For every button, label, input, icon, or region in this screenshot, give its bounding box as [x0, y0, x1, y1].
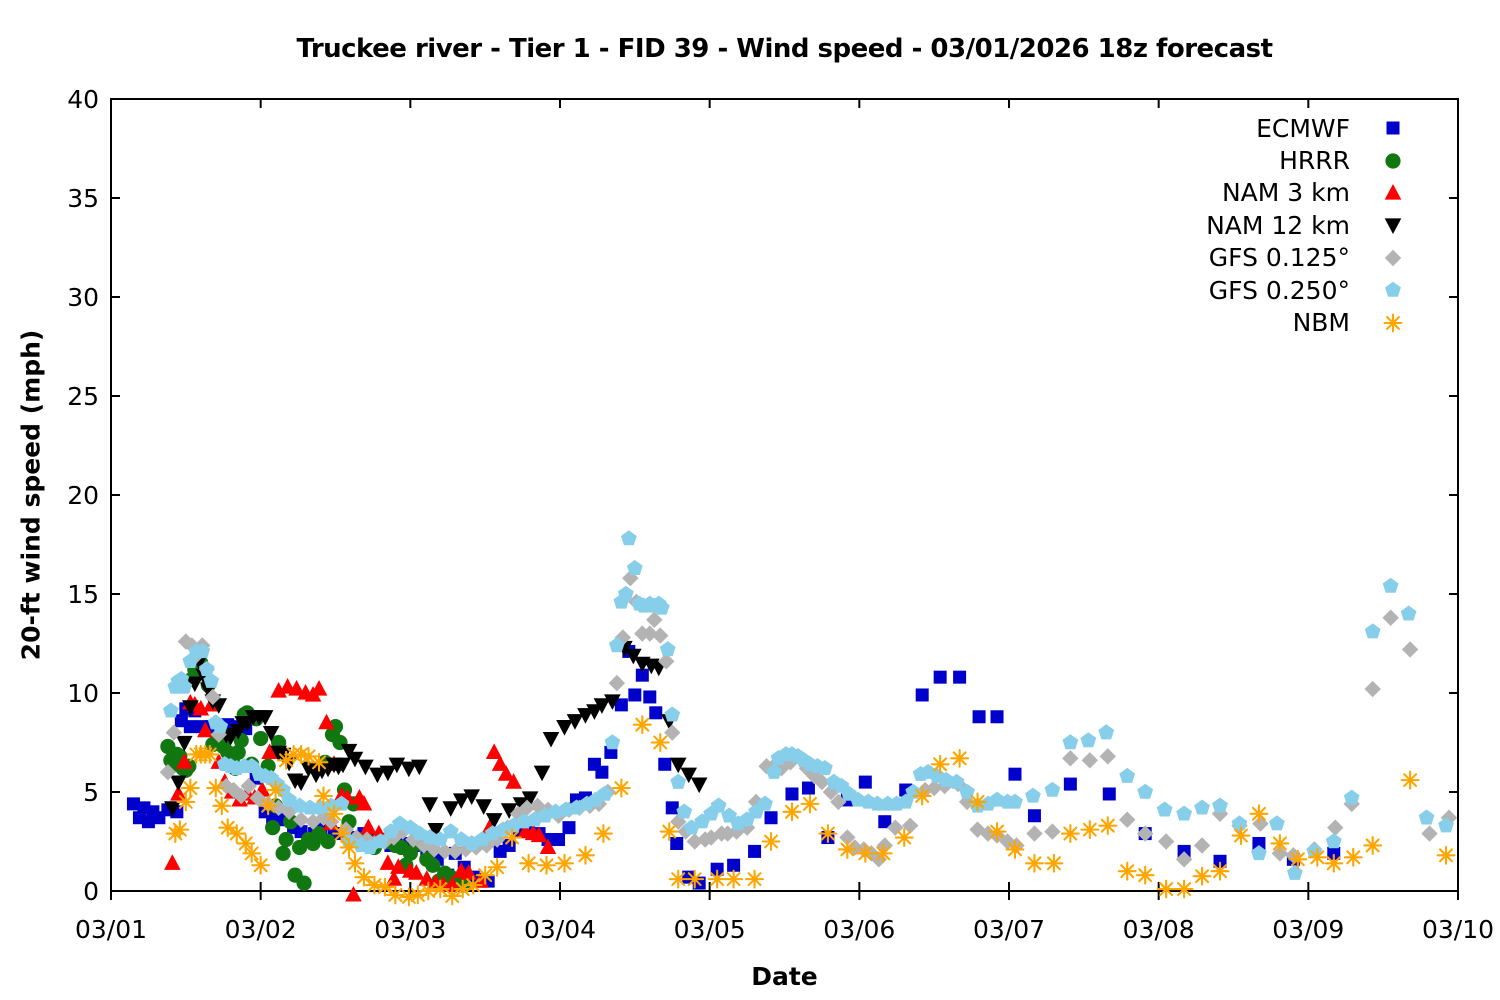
legend-label-nbm: NBM [1292, 308, 1350, 338]
x-tick-label: 03/02 [225, 915, 297, 944]
x-tick-label: 03/03 [374, 915, 446, 944]
x-tick-label: 03/06 [823, 915, 895, 944]
y-axis-ticks: 0 5 10 15 20 25 30 35 40 [67, 85, 1458, 906]
gfs-0-250-marker-icon [1385, 281, 1401, 297]
series-points-gfs-0-250 [162, 530, 1454, 880]
legend-label-gfs-0-250: GFS 0.250° [1208, 275, 1350, 305]
legend-label-ecmwf: ECMWF [1256, 113, 1350, 143]
plot-border [110, 98, 1459, 892]
legend-item-nbm: NBM [1206, 306, 1408, 338]
ecmwf-marker-icon [1386, 121, 1400, 135]
y-tick-label: 5 [83, 778, 99, 807]
y-tick-label: 25 [67, 382, 99, 411]
legend: ECMWF HRRR NAM 3 km NAM 12 km GFS 0.125° GFS … [1206, 112, 1408, 339]
legend-item-gfs-0-250: GFS 0.250° [1206, 274, 1408, 306]
x-tick-label: 03/08 [1123, 915, 1195, 944]
legend-item-nam-3-km: NAM 3 km [1206, 177, 1408, 209]
legend-label-nam-3-km: NAM 3 km [1221, 178, 1350, 208]
series-points-nbm [165, 715, 1456, 907]
y-tick-label: 20 [67, 481, 99, 510]
legend-item-ecmwf: ECMWF [1206, 112, 1408, 144]
legend-item-hrrr: HRRR [1206, 144, 1408, 176]
x-tick-label: 03/07 [973, 915, 1045, 944]
y-tick-label: 35 [67, 184, 99, 213]
chart-title: Truckee river - Tier 1 - FID 39 - Wind s… [296, 34, 1273, 64]
x-tick-label: 03/05 [674, 915, 746, 944]
x-tick-label: 03/04 [524, 915, 596, 944]
y-tick-label: 15 [67, 580, 99, 609]
x-tick-label: 03/09 [1272, 915, 1344, 944]
legend-label-gfs-0-125: GFS 0.125° [1208, 243, 1350, 273]
nam-12-km-marker-icon [1384, 218, 1402, 235]
y-tick-label: 30 [67, 283, 99, 312]
y-tick-label: 40 [67, 85, 99, 114]
legend-label-hrrr: HRRR [1279, 146, 1350, 176]
y-tick-label: 0 [83, 877, 99, 906]
legend-label-nam-12-km: NAM 12 km [1206, 210, 1350, 240]
legend-item-gfs-0-125: GFS 0.125° [1206, 242, 1408, 274]
y-tick-label: 10 [67, 679, 99, 708]
x-axis-title: Date [751, 962, 818, 991]
nam-3-km-marker-icon [1384, 183, 1402, 200]
legend-item-nam-12-km: NAM 12 km [1206, 209, 1408, 241]
gfs-0-125-marker-icon [1384, 249, 1402, 266]
x-tick-label: 03/01 [75, 915, 147, 944]
nbm-marker-icon [1383, 313, 1403, 332]
x-axis-ticks: 03/01 03/02 03/03 03/04 03/05 03/06 03/07 03/08… [75, 99, 1494, 944]
x-tick-label: 03/10 [1422, 915, 1494, 944]
hrrr-marker-icon [1385, 152, 1401, 169]
